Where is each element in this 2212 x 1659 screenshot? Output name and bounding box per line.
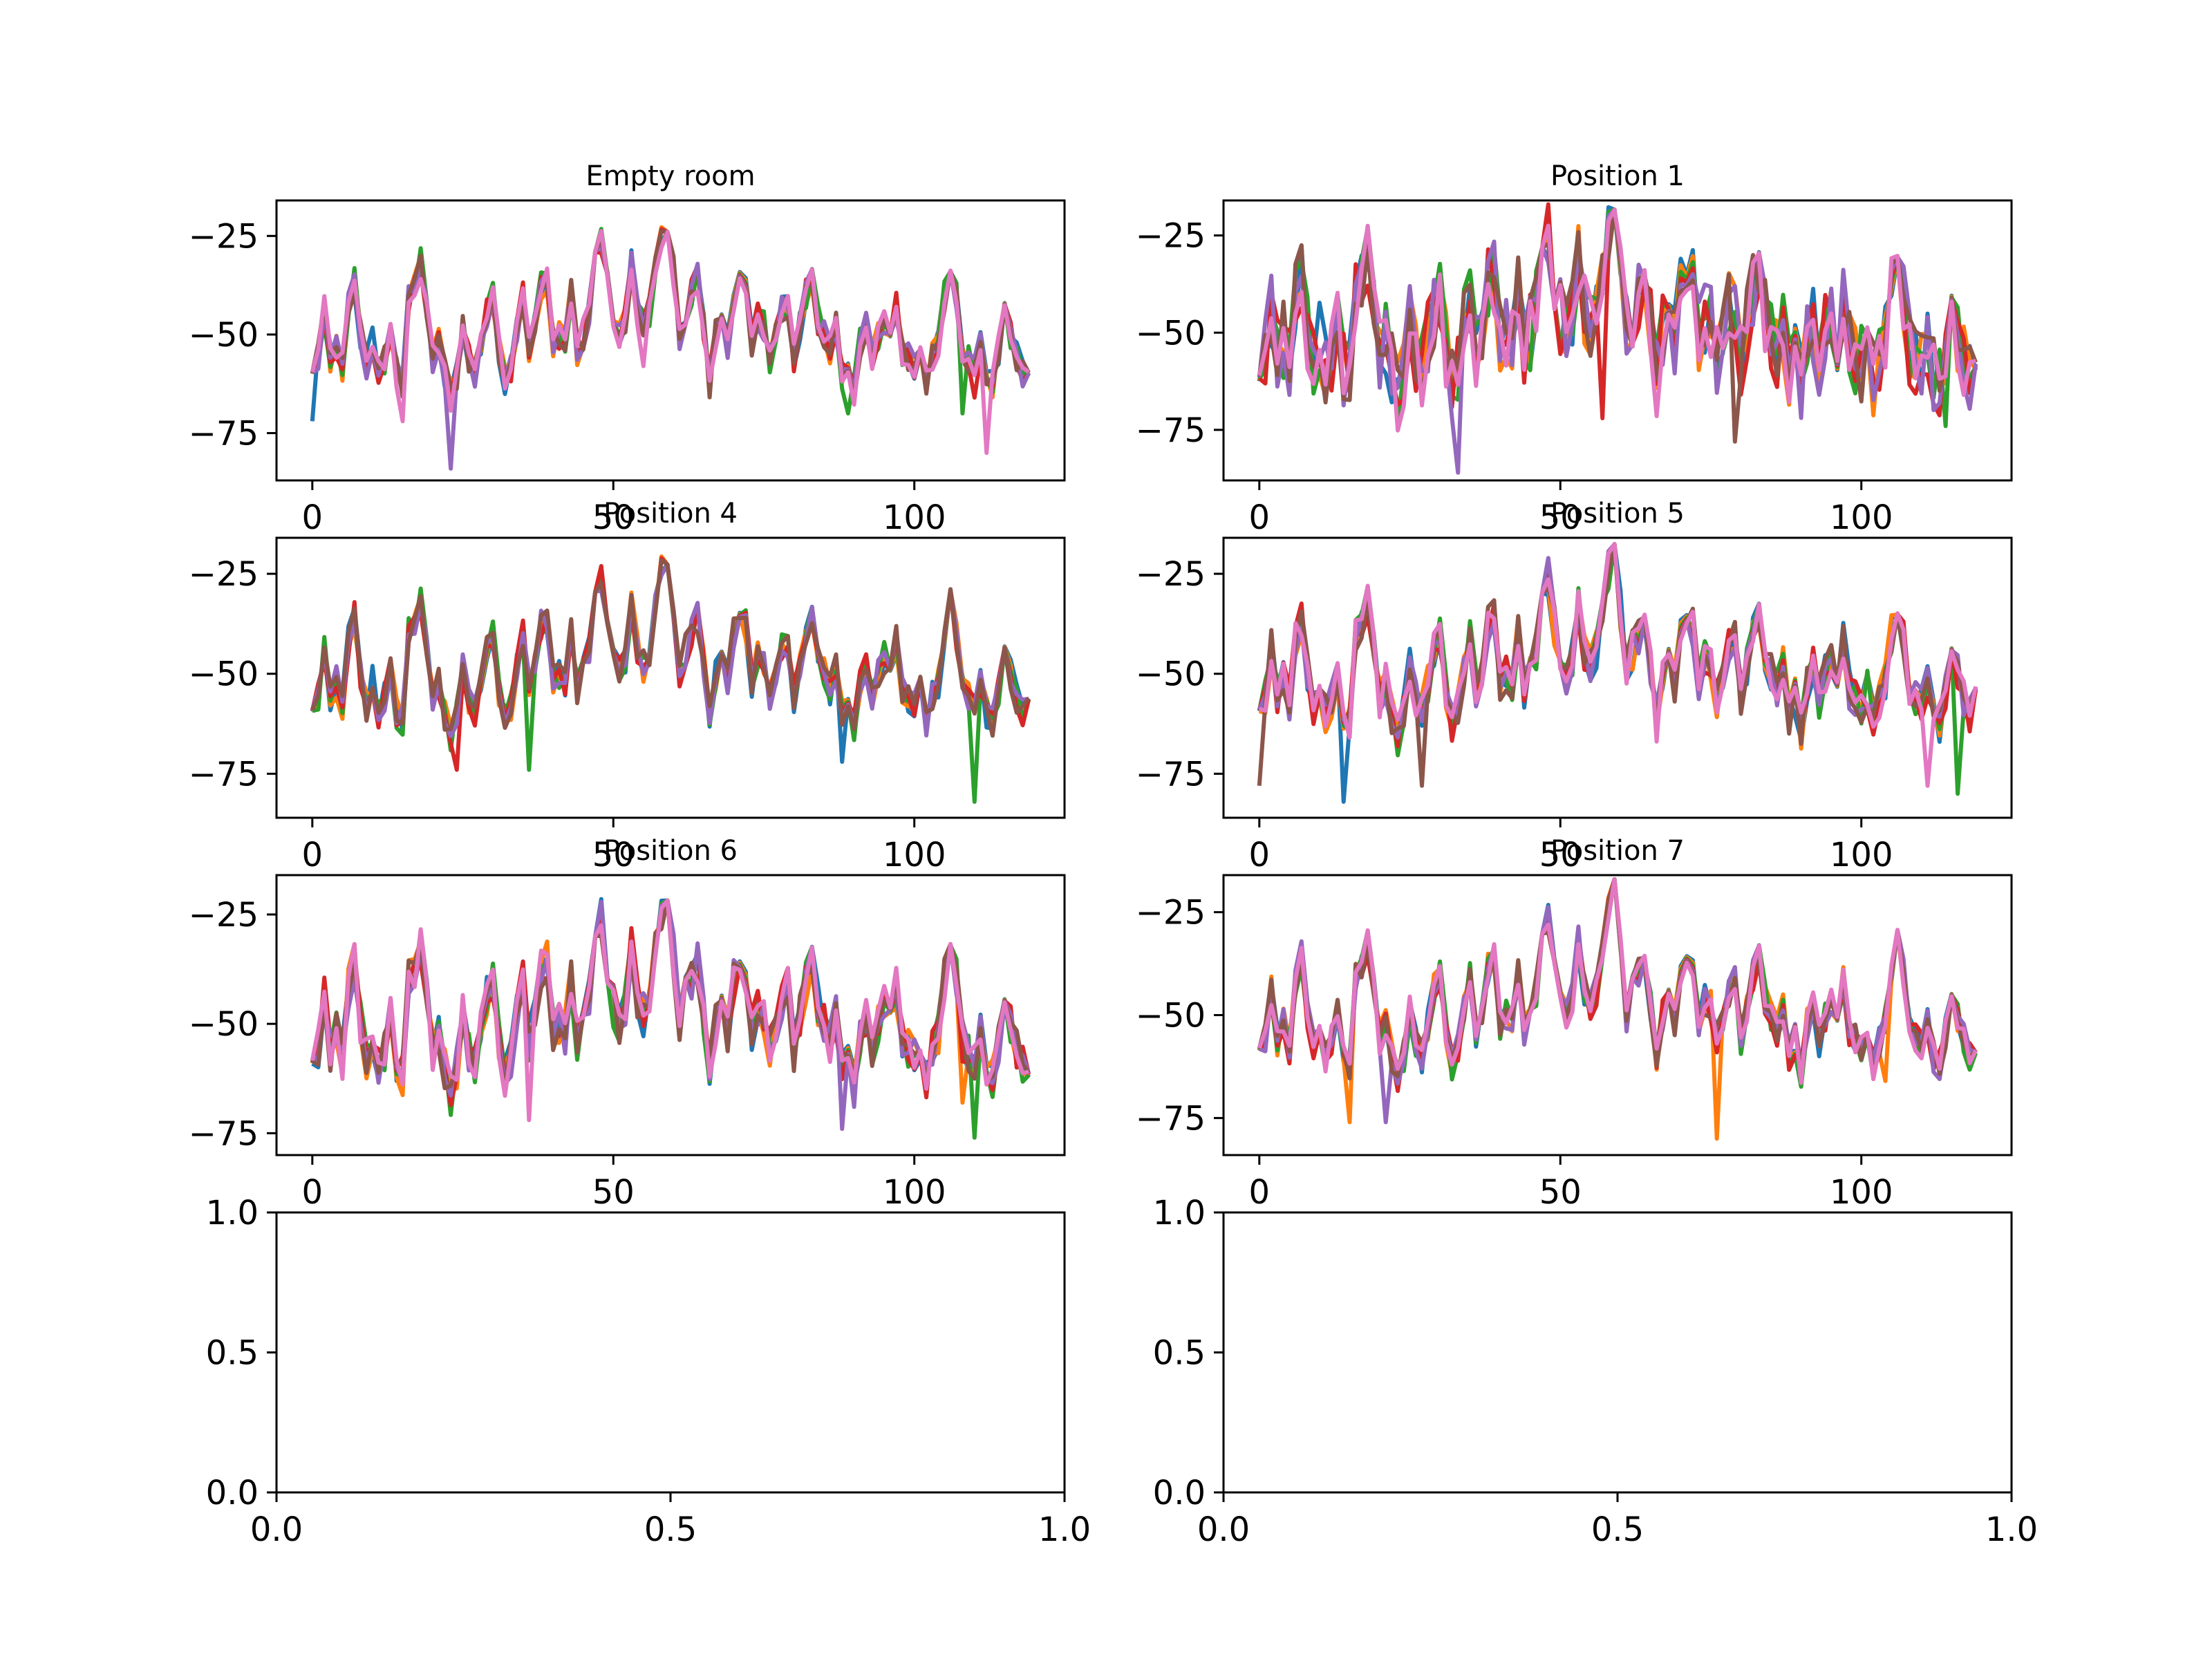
subplot-title: Position 6 [603,835,738,867]
series-line-7 [1257,877,1978,1085]
x-tick-label: 1.0 [1038,1510,1091,1549]
subplot-title: Position 7 [1550,835,1685,867]
x-tick-label: 0 [1249,1173,1271,1212]
x-tick-label: 100 [1830,1173,1893,1212]
x-tick-label: 50 [592,836,635,874]
y-tick-label: −75 [1136,1099,1206,1138]
y-tick-label: −50 [189,1005,259,1044]
y-tick-label: −75 [189,415,259,453]
subplot-position-1: −25 −50 −75 0 50 100 Position 1 [1136,160,2013,537]
x-tick-label: 0 [302,498,324,537]
x-tick-label: 0.0 [1197,1510,1250,1549]
y-tick-label: −50 [189,316,259,355]
axes-frame [275,874,1066,1156]
subplot-position-5: −25 −50 −75 0 50 100 Position 5 [1136,498,2013,874]
y-tick-label: −75 [189,1114,259,1153]
x-tick-label: 0 [302,836,324,874]
y-tick-label: 0.5 [1153,1334,1206,1373]
x-tick-label: 0.0 [250,1510,303,1549]
x-tick-label: 100 [883,836,946,874]
series-group [310,225,1031,471]
y-tick-label: 1.0 [1153,1194,1206,1232]
subplot-position-7: −25 −50 −75 0 50 100 Position 7 [1136,835,2013,1212]
y-tick-label: −75 [189,755,259,794]
subplot-title: Position 5 [1550,498,1685,529]
axes-frame [275,199,1066,482]
axes-frame [275,536,1066,819]
series-group [310,554,1031,804]
series-line-7 [1257,207,1976,433]
y-tick-label: −50 [1136,655,1206,694]
y-tick-label: −25 [189,896,259,935]
x-tick-label: 0 [1249,498,1271,537]
y-tick-label: −50 [189,655,259,694]
subplot-position-6: −25 −50 −75 0 50 100 Position 6 [189,835,1066,1212]
y-tick-label: −75 [1136,755,1206,794]
y-tick-label: −25 [1136,555,1206,594]
subplot-title: Position 4 [603,498,738,529]
x-tick-label: 50 [1539,836,1582,874]
series-group [1257,542,1978,804]
subplot-position-4: −25 −50 −75 0 50 100 Position 4 [189,498,1066,874]
subplot-empty-2: 0.0 0.5 1.0 0.0 0.5 1.0 [1153,1194,2038,1549]
axes-frame [1222,536,2013,819]
x-tick-label: 0 [302,1173,324,1212]
y-tick-label: −25 [189,555,259,594]
axes-frame [1222,199,2013,482]
x-tick-label: 100 [883,498,946,537]
x-tick-label: 50 [592,498,635,537]
subplot-title: Empty room [585,160,755,192]
y-tick-label: −25 [1136,217,1206,256]
x-tick-label: 0 [1249,836,1271,874]
x-tick-label: 0.5 [644,1510,697,1549]
series-group [1257,877,1978,1141]
y-tick-label: 0.5 [206,1334,259,1373]
subplot-grid: −25 −50 −75 0 50 100 Empty room −25 −50 −75 0 50 100… [189,160,2038,1549]
subplot-title: Position 1 [1550,160,1685,192]
y-tick-label: −75 [1136,411,1206,450]
series-group [1257,202,1978,475]
subplot-empty-room: −25 −50 −75 0 50 100 Empty room [189,160,1066,537]
y-tick-label: −25 [189,217,259,256]
series-line-7 [310,229,1030,456]
y-tick-label: −25 [1136,894,1206,932]
x-tick-label: 100 [883,1173,946,1212]
x-tick-label: 1.0 [1985,1510,2038,1549]
subplot-empty-1: 0.0 0.5 1.0 0.0 0.5 1.0 [206,1194,1091,1549]
y-tick-label: −50 [1136,997,1206,1035]
series-group [310,897,1031,1140]
x-tick-label: 50 [1539,498,1582,537]
y-tick-label: −50 [1136,314,1206,353]
x-tick-label: 100 [1830,836,1893,874]
x-tick-label: 0.5 [1591,1510,1644,1549]
x-tick-label: 50 [1539,1173,1582,1212]
y-tick-label: 0.0 [206,1474,259,1512]
series-line-7 [310,898,1029,1123]
x-tick-label: 100 [1830,498,1893,537]
y-tick-label: 1.0 [206,1194,259,1232]
series-line-7 [1258,542,1978,788]
x-tick-label: 50 [592,1173,635,1212]
y-tick-label: 0.0 [1153,1474,1206,1512]
series-line-6 [310,558,1031,738]
